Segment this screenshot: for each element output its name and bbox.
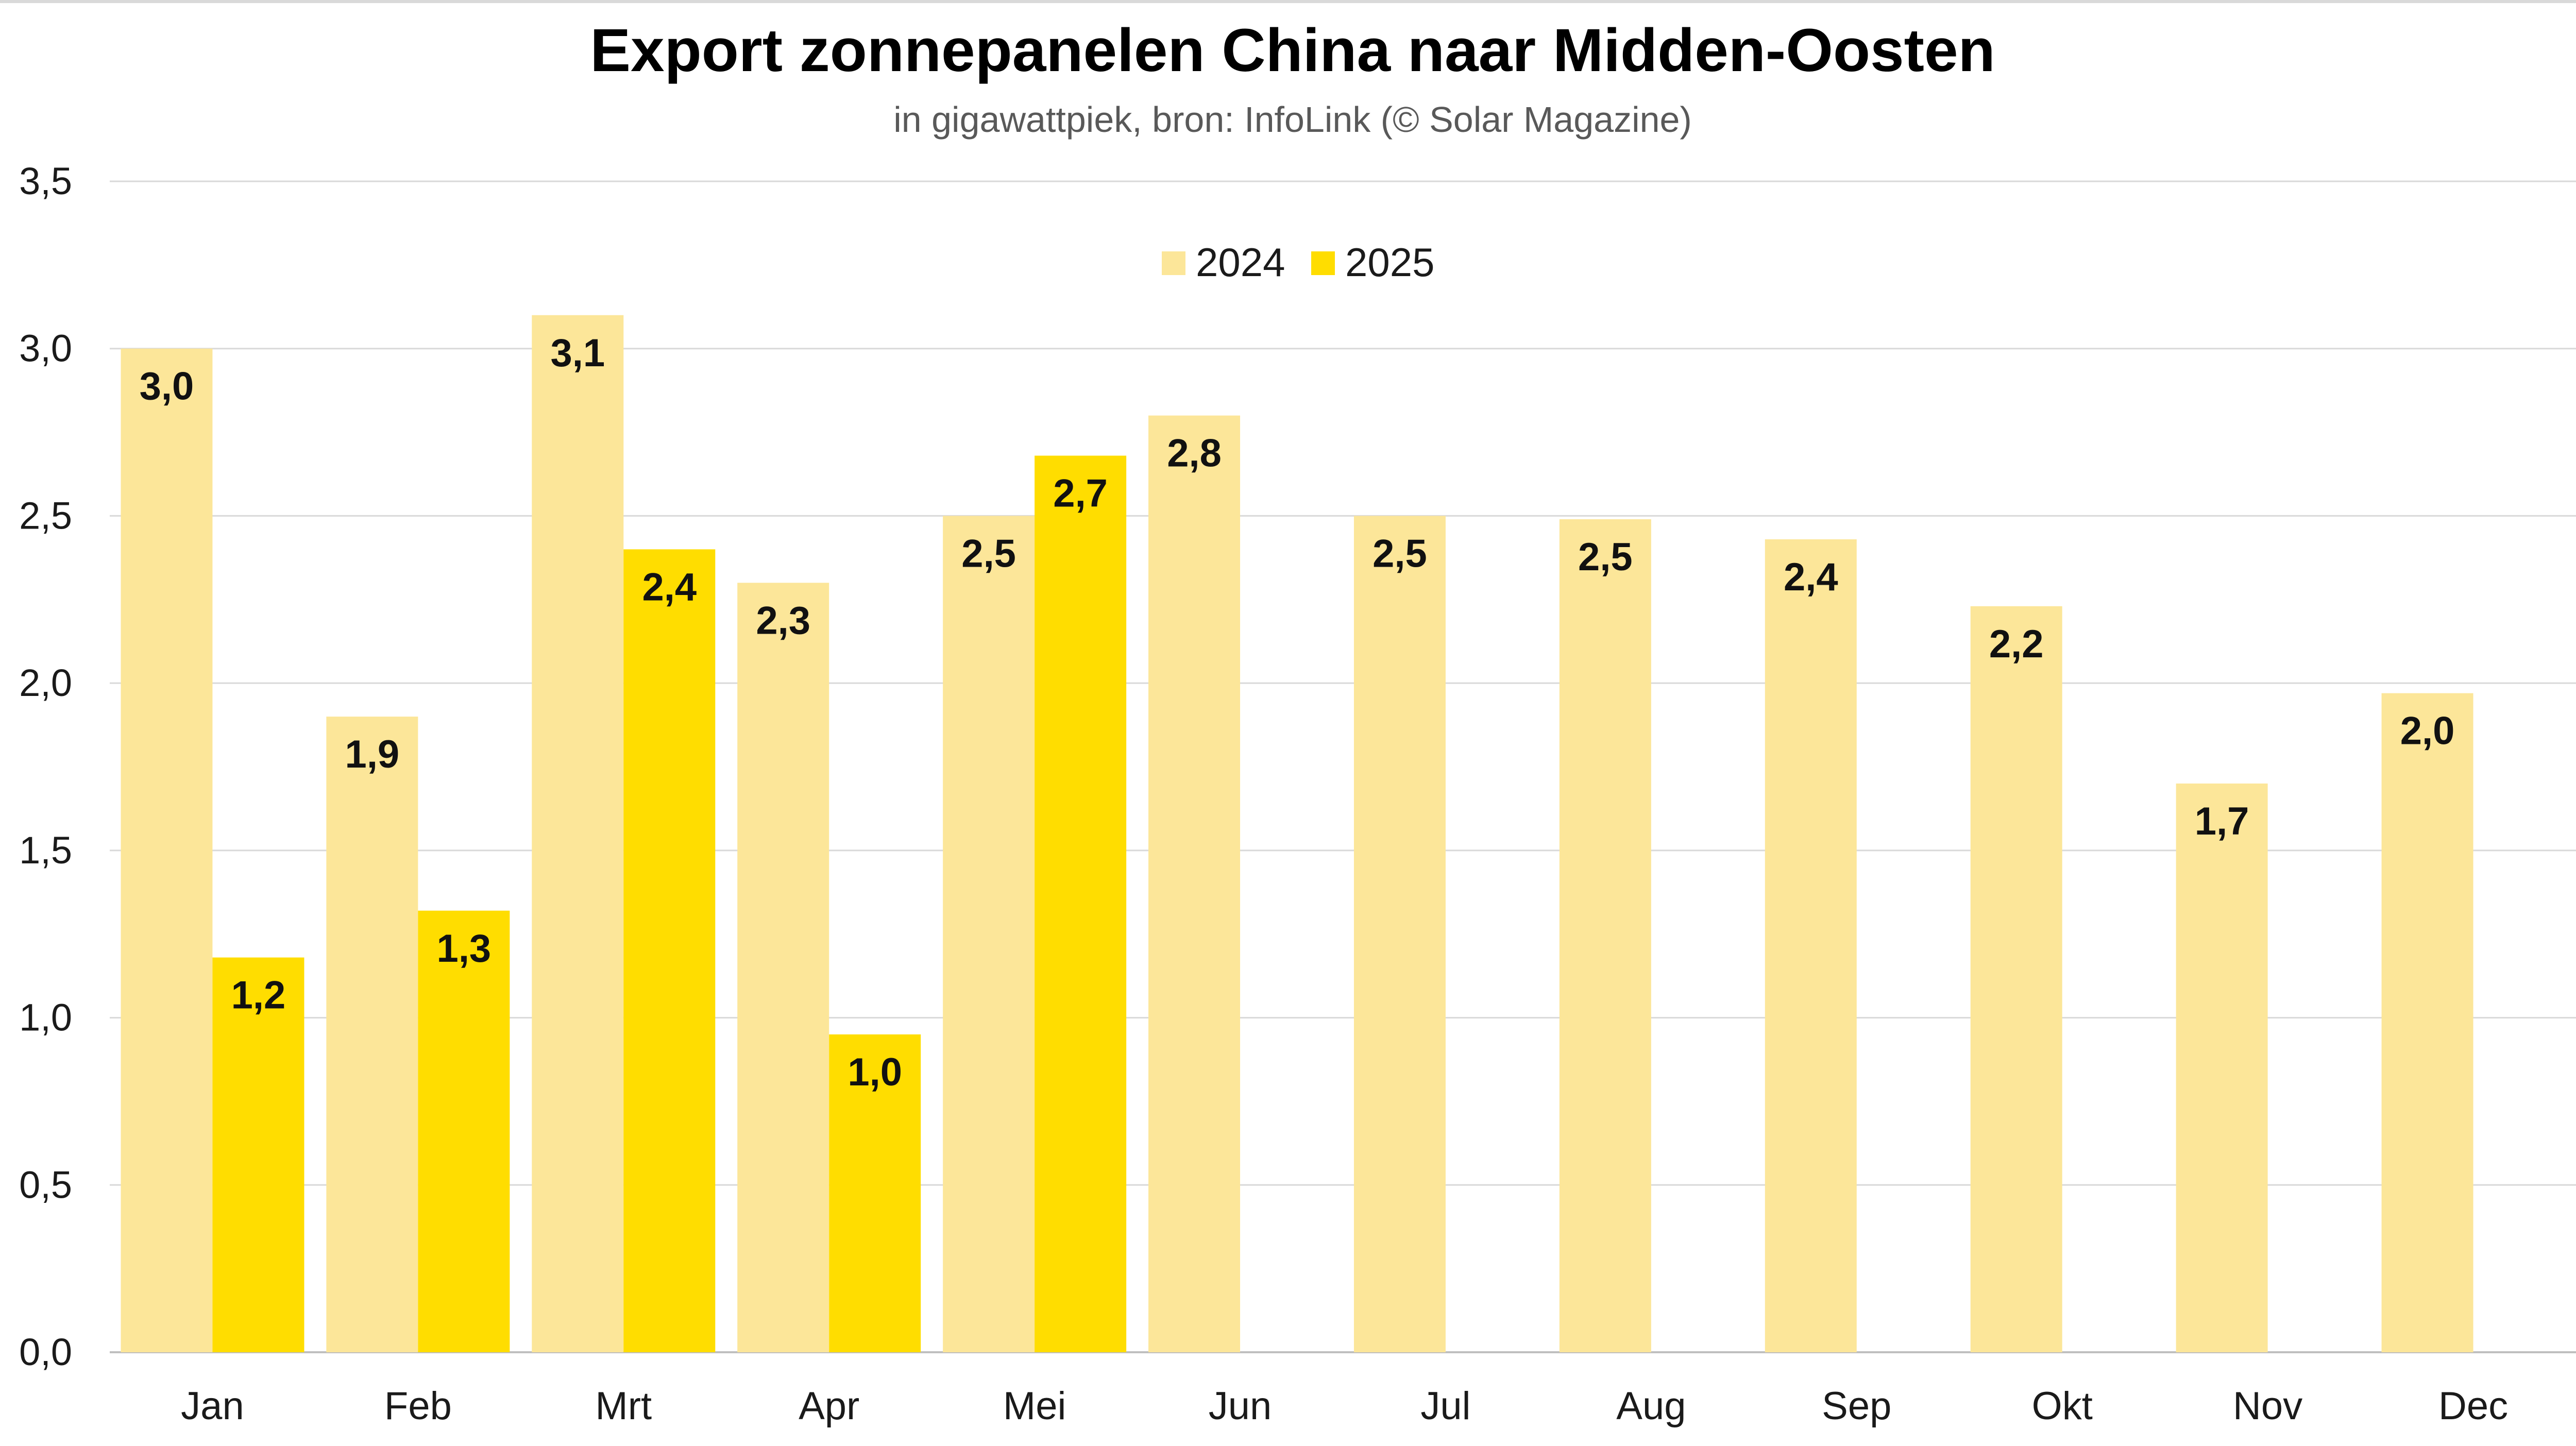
data-label: 1,3 [437,927,492,971]
x-tick-label: Feb [384,1384,452,1428]
x-axis: Jan Feb Mrt Apr Mei Jun Jul Aug Sep Okt Nov Dec [181,1384,2508,1428]
bar-2024-okt [1970,606,2062,1352]
bar-2024-mei [943,516,1035,1352]
bar-2025-mrt [623,549,716,1352]
data-label: 2,5 [961,532,1016,575]
data-label: 2,4 [1784,555,1838,599]
bar-2025-mei [1035,455,1127,1352]
bar-2024-dec [2381,693,2473,1352]
data-label: 2,5 [1578,535,1633,579]
bar-2024-jan [121,348,213,1352]
data-label: 1,2 [231,974,286,1017]
chart-title: Export zonnepanelen China naar Midden-Oo… [590,16,1995,84]
x-tick-label: Dec [2438,1384,2508,1428]
bar-2025-feb [418,910,510,1352]
bar-2024-mrt [532,315,624,1352]
gridlines [110,180,2576,1353]
x-tick-label: Mei [1003,1384,1066,1428]
bar-2024-apr [737,583,829,1352]
data-label: 2,7 [1053,472,1108,516]
data-label: 2,5 [1372,532,1427,575]
bar-2024-jun [1148,415,1241,1352]
x-tick-label: Mrt [595,1384,652,1428]
data-label: 1,0 [848,1050,902,1094]
y-tick-label: 0,0 [19,1331,72,1373]
x-tick-label: Jun [1209,1384,1272,1428]
legend: 2024 2025 [1162,240,1435,285]
data-label: 2,8 [1167,432,1222,475]
y-axis: 0,0 0,5 1,0 1,5 2,0 2,5 3,0 3,5 [19,160,72,1373]
data-label: 2,4 [642,565,697,609]
data-label: 1,7 [2195,799,2249,843]
legend-swatch-2024 [1162,251,1185,275]
y-tick-label: 3,5 [19,160,72,202]
bar-2024-aug [1559,519,1651,1352]
bar-2025-apr [829,1034,921,1352]
x-tick-label: Jan [181,1384,244,1428]
bar-2024-feb [326,717,418,1352]
x-tick-label: Okt [2032,1384,2093,1428]
chart-subtitle: in gigawattpiek, bron: InfoLink (© Solar… [893,99,1692,140]
bar-2024-sep [1765,539,1857,1352]
data-label: 1,9 [345,733,400,776]
bar-2024-jul [1353,516,1446,1352]
x-tick-label: Nov [2233,1384,2302,1428]
x-tick-label: Jul [1420,1384,1470,1428]
x-tick-label: Sep [1822,1384,1891,1428]
x-tick-label: Aug [1616,1384,1686,1428]
bars [121,315,2473,1352]
data-labels: 3,0 1,2 1,9 1,3 3,1 2,4 2,3 1,0 2,5 2,7 2,8 2,5 2,5 2… [140,331,2455,1094]
x-tick-label: Apr [799,1384,859,1428]
data-label: 2,0 [2400,709,2455,753]
data-label: 3,0 [140,365,194,409]
data-label: 2,3 [756,599,810,642]
y-tick-label: 2,0 [19,661,72,704]
legend-label-2024: 2024 [1196,240,1285,285]
data-label: 2,2 [1989,622,2044,666]
bar-2024-nov [2176,783,2268,1352]
y-tick-label: 1,5 [19,829,72,872]
y-tick-label: 0,5 [19,1163,72,1206]
bar-2025-jan [212,957,304,1352]
y-tick-label: 2,5 [19,494,72,537]
y-tick-label: 3,0 [19,327,72,370]
data-label: 3,1 [550,331,605,375]
y-tick-label: 1,0 [19,996,72,1039]
legend-swatch-2025 [1311,251,1335,275]
top-border [0,0,2576,3]
legend-label-2025: 2025 [1345,240,1435,285]
